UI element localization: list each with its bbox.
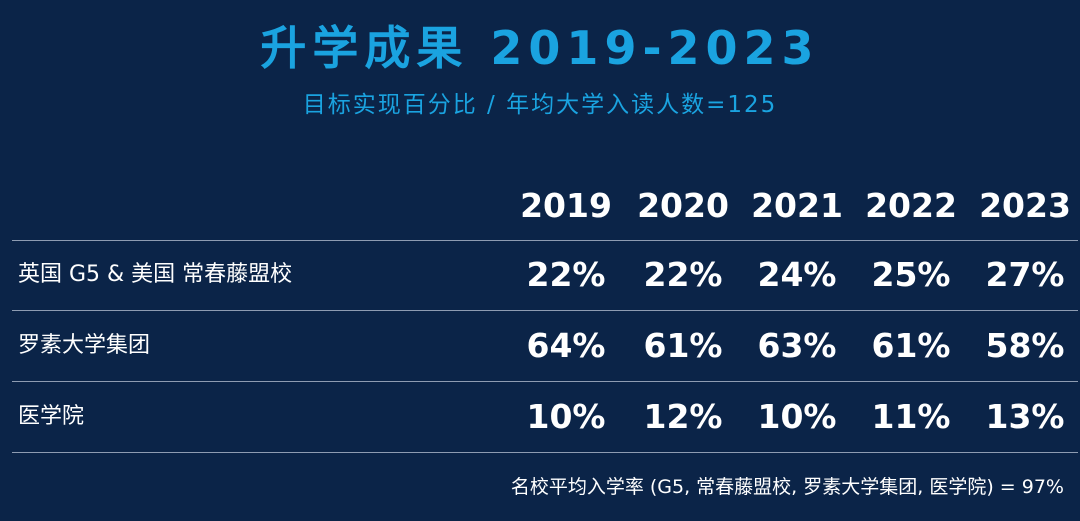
data-cell: 22% — [526, 255, 606, 294]
row-label: 罗素大学集团 — [18, 333, 151, 358]
column-header-2019: 2019 — [520, 186, 612, 225]
row-divider — [12, 310, 1078, 311]
data-cell: 11% — [871, 397, 951, 436]
data-cell: 63% — [757, 326, 837, 365]
data-cell: 10% — [757, 397, 837, 436]
chart-title: 升学成果 2019-2023 — [260, 21, 820, 75]
data-cell: 13% — [985, 397, 1065, 436]
data-cell: 22% — [643, 255, 723, 294]
row-divider — [12, 240, 1078, 241]
column-header-2020: 2020 — [637, 186, 729, 225]
data-cell: 10% — [526, 397, 606, 436]
data-cell: 61% — [643, 326, 723, 365]
data-cell: 64% — [526, 326, 606, 365]
footnote: 名校平均入学率 (G5, 常春藤盟校, 罗素大学集团, 医学院) = 97% — [510, 476, 1064, 498]
column-header-2021: 2021 — [751, 186, 843, 225]
data-cell: 61% — [871, 326, 951, 365]
column-header-2023: 2023 — [979, 186, 1071, 225]
row-label: 英国 G5 & 美国 常春藤盟校 — [18, 262, 293, 287]
data-cell: 27% — [985, 255, 1065, 294]
data-cell: 58% — [985, 326, 1065, 365]
row-divider — [12, 452, 1078, 453]
column-header-2022: 2022 — [865, 186, 957, 225]
data-cell: 24% — [757, 255, 837, 294]
chart-subtitle: 目标实现百分比 / 年均大学入读人数=125 — [302, 92, 778, 118]
data-cell: 25% — [871, 255, 951, 294]
row-divider — [12, 381, 1078, 382]
row-label: 医学院 — [18, 404, 85, 429]
data-cell: 12% — [643, 397, 723, 436]
